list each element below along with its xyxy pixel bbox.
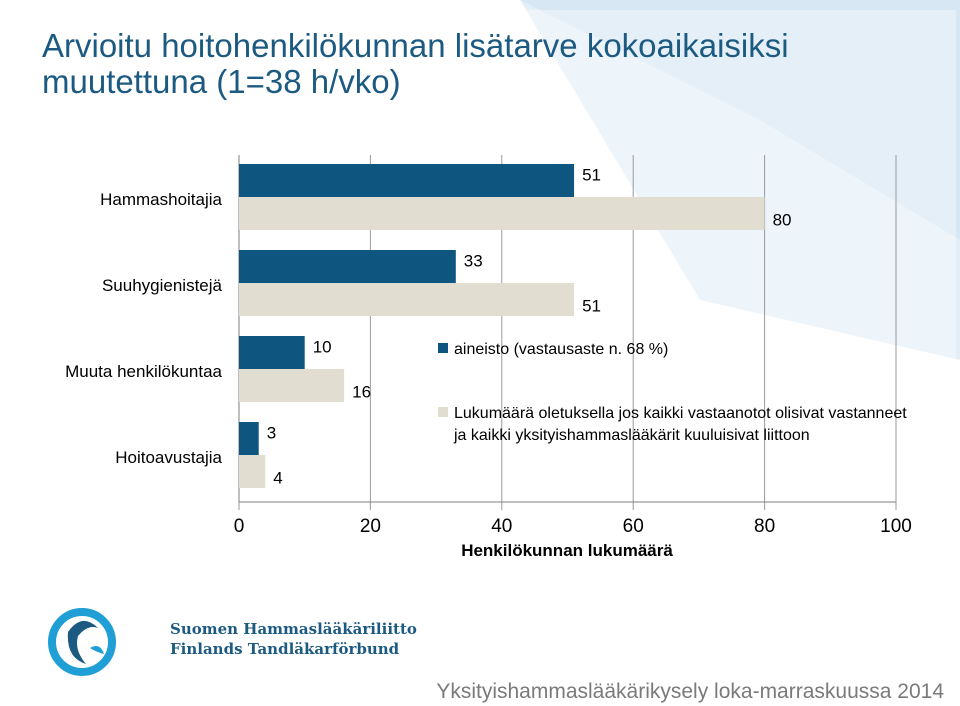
x-tick-label: 0 <box>234 516 245 537</box>
bar <box>239 336 305 369</box>
bar <box>239 283 575 316</box>
bar <box>239 455 266 488</box>
category-label: Hammashoitajia <box>100 190 222 209</box>
bar <box>239 164 575 197</box>
bar <box>239 422 259 455</box>
data-label: 3 <box>267 424 276 443</box>
x-tick-label: 100 <box>880 516 912 537</box>
x-tick-label: 60 <box>623 516 644 537</box>
data-label: 51 <box>582 166 601 185</box>
category-label: Suuhygienistejä <box>102 276 223 295</box>
legend-label: Lukumäärä oletuksella jos kaikki vastaan… <box>453 405 907 444</box>
x-axis-title: Henkilökunnan lukumäärä <box>461 541 673 560</box>
slide-title: Arvioitu hoitohenkilökunnan lisätarve ko… <box>42 27 789 100</box>
data-label: 33 <box>464 252 483 271</box>
logo-emblem-icon <box>48 608 116 676</box>
data-label: 80 <box>773 211 792 230</box>
x-tick-label: 20 <box>360 516 381 537</box>
slide-footer: Yksityishammaslääkärikysely loka-marrask… <box>436 680 944 703</box>
data-label: 51 <box>582 297 601 316</box>
data-label: 16 <box>352 383 371 402</box>
logo-name-sv: Finlands Tandläkarförbund <box>170 640 400 658</box>
data-label: 4 <box>273 469 282 488</box>
x-tick-label: 80 <box>754 516 775 537</box>
category-label: Muuta henkilökuntaa <box>65 362 222 381</box>
bar <box>239 197 765 230</box>
logo: Suomen Hammaslääkäriliitto Finlands Tand… <box>48 602 417 682</box>
x-tick-label: 40 <box>491 516 512 537</box>
bar <box>239 369 345 402</box>
legend-swatch <box>438 343 448 353</box>
legend-swatch <box>438 407 448 417</box>
data-label: 10 <box>313 338 332 357</box>
logo-name-fi: Suomen Hammaslääkäriliitto <box>170 620 417 638</box>
bar <box>239 250 456 283</box>
legend-label: aineisto (vastausaste n. 68 %) <box>454 341 668 358</box>
category-label: Hoitoavustajia <box>115 448 222 467</box>
